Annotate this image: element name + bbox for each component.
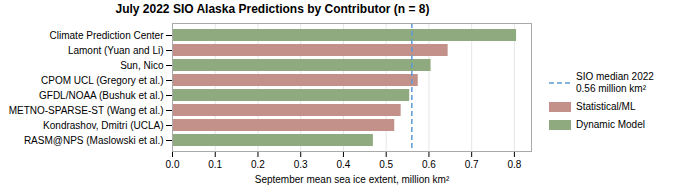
svg-text:Climate Prediction Center: Climate Prediction Center — [50, 30, 165, 41]
html-text:Dynamic Model: Dynamic Model — [576, 119, 645, 130]
svg-text:0.0: 0.0 — [166, 159, 180, 170]
svg-text:0.5: 0.5 — [379, 159, 393, 170]
svg-text:Sun, Nico: Sun, Nico — [120, 60, 164, 71]
svg-text:CPOM UCL (Gregory et al.): CPOM UCL (Gregory et al.) — [41, 75, 163, 86]
svg-text:0.2: 0.2 — [251, 159, 265, 170]
svg-text:0.6: 0.6 — [422, 159, 436, 170]
svg-text:RASM@NPS (Maslowski et al.): RASM@NPS (Maslowski et al.) — [24, 135, 164, 146]
svg-text:September mean sea ice extent,: September mean sea ice extent, million k… — [255, 174, 450, 185]
svg-text:GFDL/NOAA (Bushuk et al.): GFDL/NOAA (Bushuk et al.) — [39, 90, 164, 101]
svg-text:METNO-SPARSE-ST (Wang et al.): METNO-SPARSE-ST (Wang et al.) — [9, 105, 164, 116]
svg-text:0.1: 0.1 — [208, 159, 222, 170]
html-text:Statistical/ML: Statistical/ML — [576, 101, 636, 112]
svg-text:0.8: 0.8 — [507, 159, 521, 170]
svg-text:0.3: 0.3 — [294, 159, 308, 170]
svg-text:0.7: 0.7 — [465, 159, 479, 170]
svg-text:Kondrashov, Dmitri (UCLA): Kondrashov, Dmitri (UCLA) — [43, 120, 163, 131]
svg-text:0.4: 0.4 — [336, 159, 350, 170]
html-text:SIO median 2022 0.56 million k: SIO median 2022 0.56 million km² — [576, 71, 654, 94]
svg-text:Lamont (Yuan and Li): Lamont (Yuan and Li) — [68, 45, 164, 56]
html-text:July 2022 SIO Alaska Predictio: July 2022 SIO Alaska Predictions by Cont… — [115, 2, 430, 16]
